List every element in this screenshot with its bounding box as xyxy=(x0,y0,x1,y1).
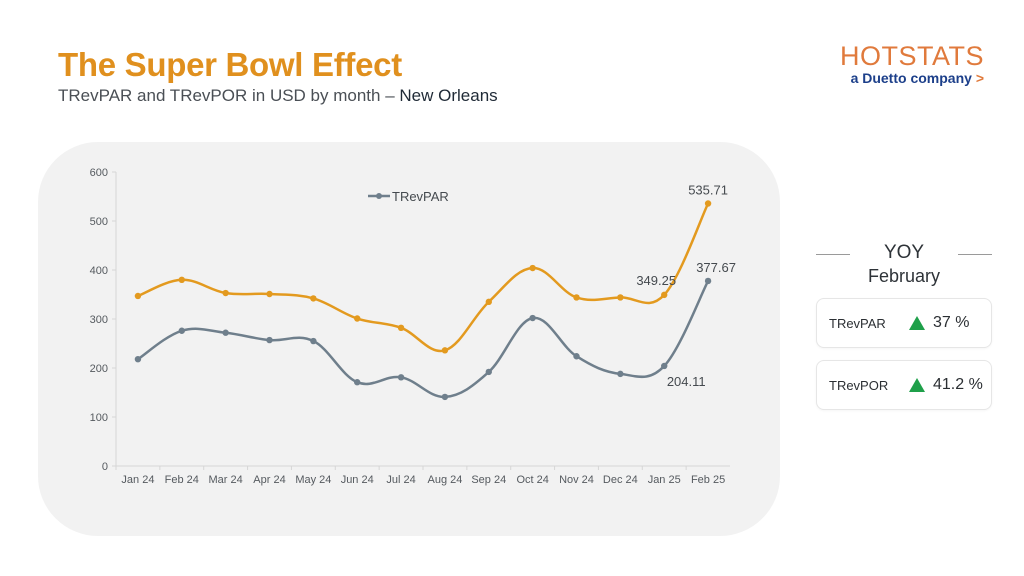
series-line-trevpor xyxy=(137,202,710,353)
logo-tagline-text: a Duetto company xyxy=(850,70,972,86)
metric-value: 37 % xyxy=(933,314,970,331)
legend-swatch-marker xyxy=(376,193,382,199)
data-point-trevpar xyxy=(529,314,536,322)
data-point-trevpor xyxy=(134,292,142,300)
y-tick-label: 300 xyxy=(90,314,108,326)
divider-left xyxy=(816,254,850,255)
hotstats-logo: HOTSTATS a Duetto company > xyxy=(838,42,984,86)
x-tick-label: Dec 24 xyxy=(603,474,638,486)
legend-label-trevpar: TRevPAR xyxy=(392,189,449,204)
x-tick-label: Jul 24 xyxy=(386,474,415,486)
data-label-trevpar: 377.67 xyxy=(696,260,736,275)
x-tick-label: Feb 24 xyxy=(165,474,199,486)
data-point-trevpor xyxy=(661,291,668,299)
data-point-trevpar xyxy=(178,327,185,334)
yoy-title: YOY xyxy=(883,242,925,263)
data-point-trevpar xyxy=(310,337,317,345)
data-point-trevpor xyxy=(266,290,273,298)
page-subtitle: TRevPAR and TRevPOR in USD by month – Ne… xyxy=(58,86,498,106)
data-point-trevpor xyxy=(222,289,229,297)
x-tick-label: Apr 24 xyxy=(253,474,285,486)
data-point-trevpor xyxy=(441,347,449,354)
y-tick-label: 500 xyxy=(90,216,108,228)
x-tick-label: Sep 24 xyxy=(471,474,506,486)
chart-legend: TRevPAR xyxy=(368,189,449,204)
data-label-trevpor: 535.71 xyxy=(688,183,728,198)
metric-card-trevpor: TRevPOR 41.2 % xyxy=(816,360,992,410)
data-point-trevpar xyxy=(485,368,492,376)
data-label-trevpor: 349.25 xyxy=(636,273,676,288)
data-label-trevpar: 204.11 xyxy=(667,374,706,389)
chevron-right-icon: > xyxy=(975,70,984,86)
x-tick-label: Jan 25 xyxy=(648,474,681,486)
metric-name: TRevPAR xyxy=(829,315,886,331)
data-point-trevpar xyxy=(573,353,580,360)
line-chart: 0 100 200 300 400 500 600 Jan 24 Feb 24 Mar 24 Apr… xyxy=(90,167,736,486)
data-point-trevpar xyxy=(222,329,229,336)
logo-tagline: a Duetto company > xyxy=(838,70,984,86)
data-point-trevpor xyxy=(397,324,405,332)
data-point-trevpor xyxy=(354,315,361,322)
chart-axes: 0 100 200 300 400 500 600 Jan 24 Feb 24 Mar 24 Apr… xyxy=(90,167,730,486)
data-point-trevpar xyxy=(266,336,273,344)
data-point-trevpar xyxy=(704,277,712,285)
x-tick-label: Jan 24 xyxy=(121,474,154,486)
data-point-trevpar xyxy=(397,374,405,381)
data-point-trevpor xyxy=(617,294,624,301)
data-point-trevpar xyxy=(617,370,624,378)
data-point-trevpar xyxy=(441,393,449,401)
data-point-trevpar xyxy=(661,362,668,370)
y-tick-label: 0 xyxy=(102,461,108,473)
data-point-trevpor xyxy=(485,298,492,306)
page-title: The Super Bowl Effect xyxy=(58,46,402,83)
x-tick-label: Oct 24 xyxy=(516,474,548,486)
data-point-trevpor xyxy=(529,264,536,272)
chart-lines: 349.25 535.71 204.11 377.67 xyxy=(134,183,736,401)
x-tick-label: Nov 24 xyxy=(559,474,594,486)
x-tick-label: May 24 xyxy=(295,474,331,486)
metric-value: 41.2 % xyxy=(933,376,983,393)
data-point-trevpor xyxy=(178,276,185,283)
yoy-month: February xyxy=(867,266,941,286)
chart-card xyxy=(38,142,780,536)
triangle-up-icon xyxy=(909,316,925,330)
y-tick-label: 600 xyxy=(90,167,108,179)
y-tick-label: 200 xyxy=(90,363,108,375)
divider-right xyxy=(958,254,992,255)
data-point-trevpar xyxy=(354,379,361,386)
x-tick-label: Mar 24 xyxy=(209,474,243,486)
data-point-trevpor xyxy=(573,294,580,301)
metric-name: TRevPOR xyxy=(829,377,889,393)
data-point-trevpor xyxy=(310,295,317,302)
logo-brand: HOTSTATS xyxy=(840,41,984,71)
subtitle-text: TRevPAR and TRevPOR in USD by month – xyxy=(58,86,400,105)
yoy-header: YOY February xyxy=(816,240,992,286)
data-point-trevpor xyxy=(704,200,712,207)
x-tick-label: Feb 25 xyxy=(691,474,725,486)
y-tick-label: 400 xyxy=(90,265,108,277)
data-point-trevpar xyxy=(134,355,142,363)
triangle-up-icon xyxy=(909,378,925,392)
y-tick-label: 100 xyxy=(90,412,108,424)
x-tick-label: Aug 24 xyxy=(427,474,462,486)
yoy-panel: YOY February TRevPAR 37 % TRevPOR 41.2 % xyxy=(816,240,992,410)
x-tick-label: Jun 24 xyxy=(341,474,374,486)
metric-card-trevpar: TRevPAR 37 % xyxy=(816,298,992,348)
subtitle-location: New Orleans xyxy=(399,86,498,105)
